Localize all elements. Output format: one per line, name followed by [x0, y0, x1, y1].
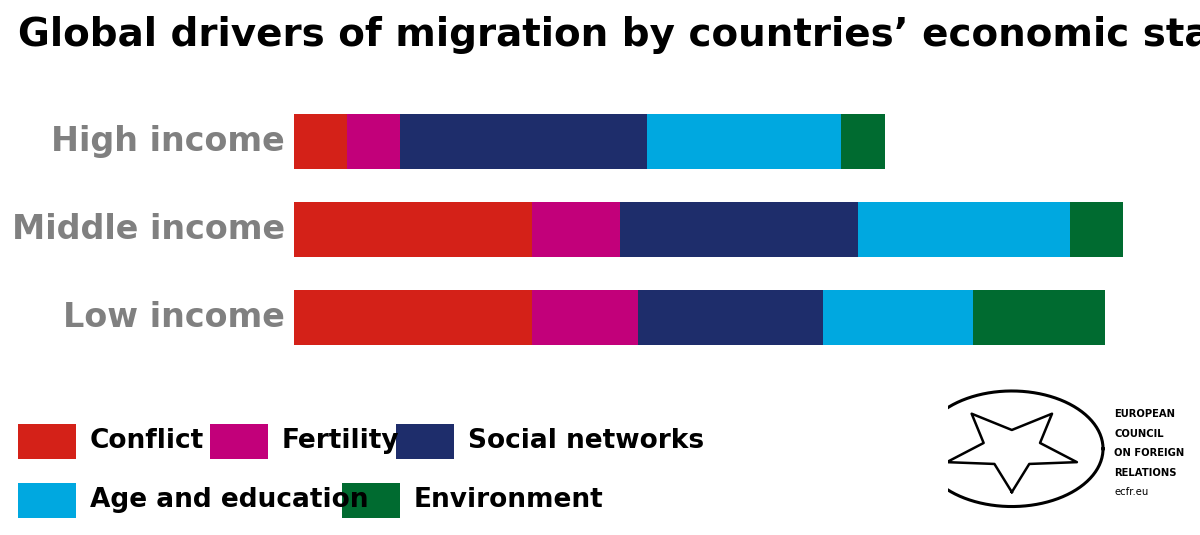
Text: Social networks: Social networks: [468, 429, 704, 454]
Text: ecfr.eu: ecfr.eu: [1115, 487, 1148, 497]
Text: Middle income: Middle income: [12, 213, 286, 246]
Bar: [532, 202, 620, 257]
Bar: [647, 114, 841, 169]
Text: EUROPEAN: EUROPEAN: [1115, 409, 1176, 419]
Text: Low income: Low income: [64, 301, 286, 334]
Text: High income: High income: [52, 125, 286, 158]
Bar: [294, 114, 347, 169]
Text: Environment: Environment: [414, 487, 604, 513]
Bar: [1070, 202, 1123, 257]
Bar: [858, 202, 1070, 257]
Bar: [347, 114, 400, 169]
Text: ON FOREIGN: ON FOREIGN: [1115, 448, 1184, 458]
Text: RELATIONS: RELATIONS: [1115, 468, 1177, 478]
Bar: [823, 291, 973, 345]
Bar: [294, 202, 532, 257]
Bar: [400, 114, 647, 169]
Bar: [294, 291, 532, 345]
Bar: [638, 291, 823, 345]
Bar: [532, 291, 638, 345]
Text: Conflict: Conflict: [90, 429, 204, 454]
Bar: [841, 114, 884, 169]
Text: Age and education: Age and education: [90, 487, 368, 513]
Text: COUNCIL: COUNCIL: [1115, 429, 1164, 439]
Text: Global drivers of migration by countries’ economic status: Global drivers of migration by countries…: [18, 16, 1200, 54]
Text: Fertility: Fertility: [282, 429, 400, 454]
Bar: [620, 202, 858, 257]
Bar: [973, 291, 1105, 345]
